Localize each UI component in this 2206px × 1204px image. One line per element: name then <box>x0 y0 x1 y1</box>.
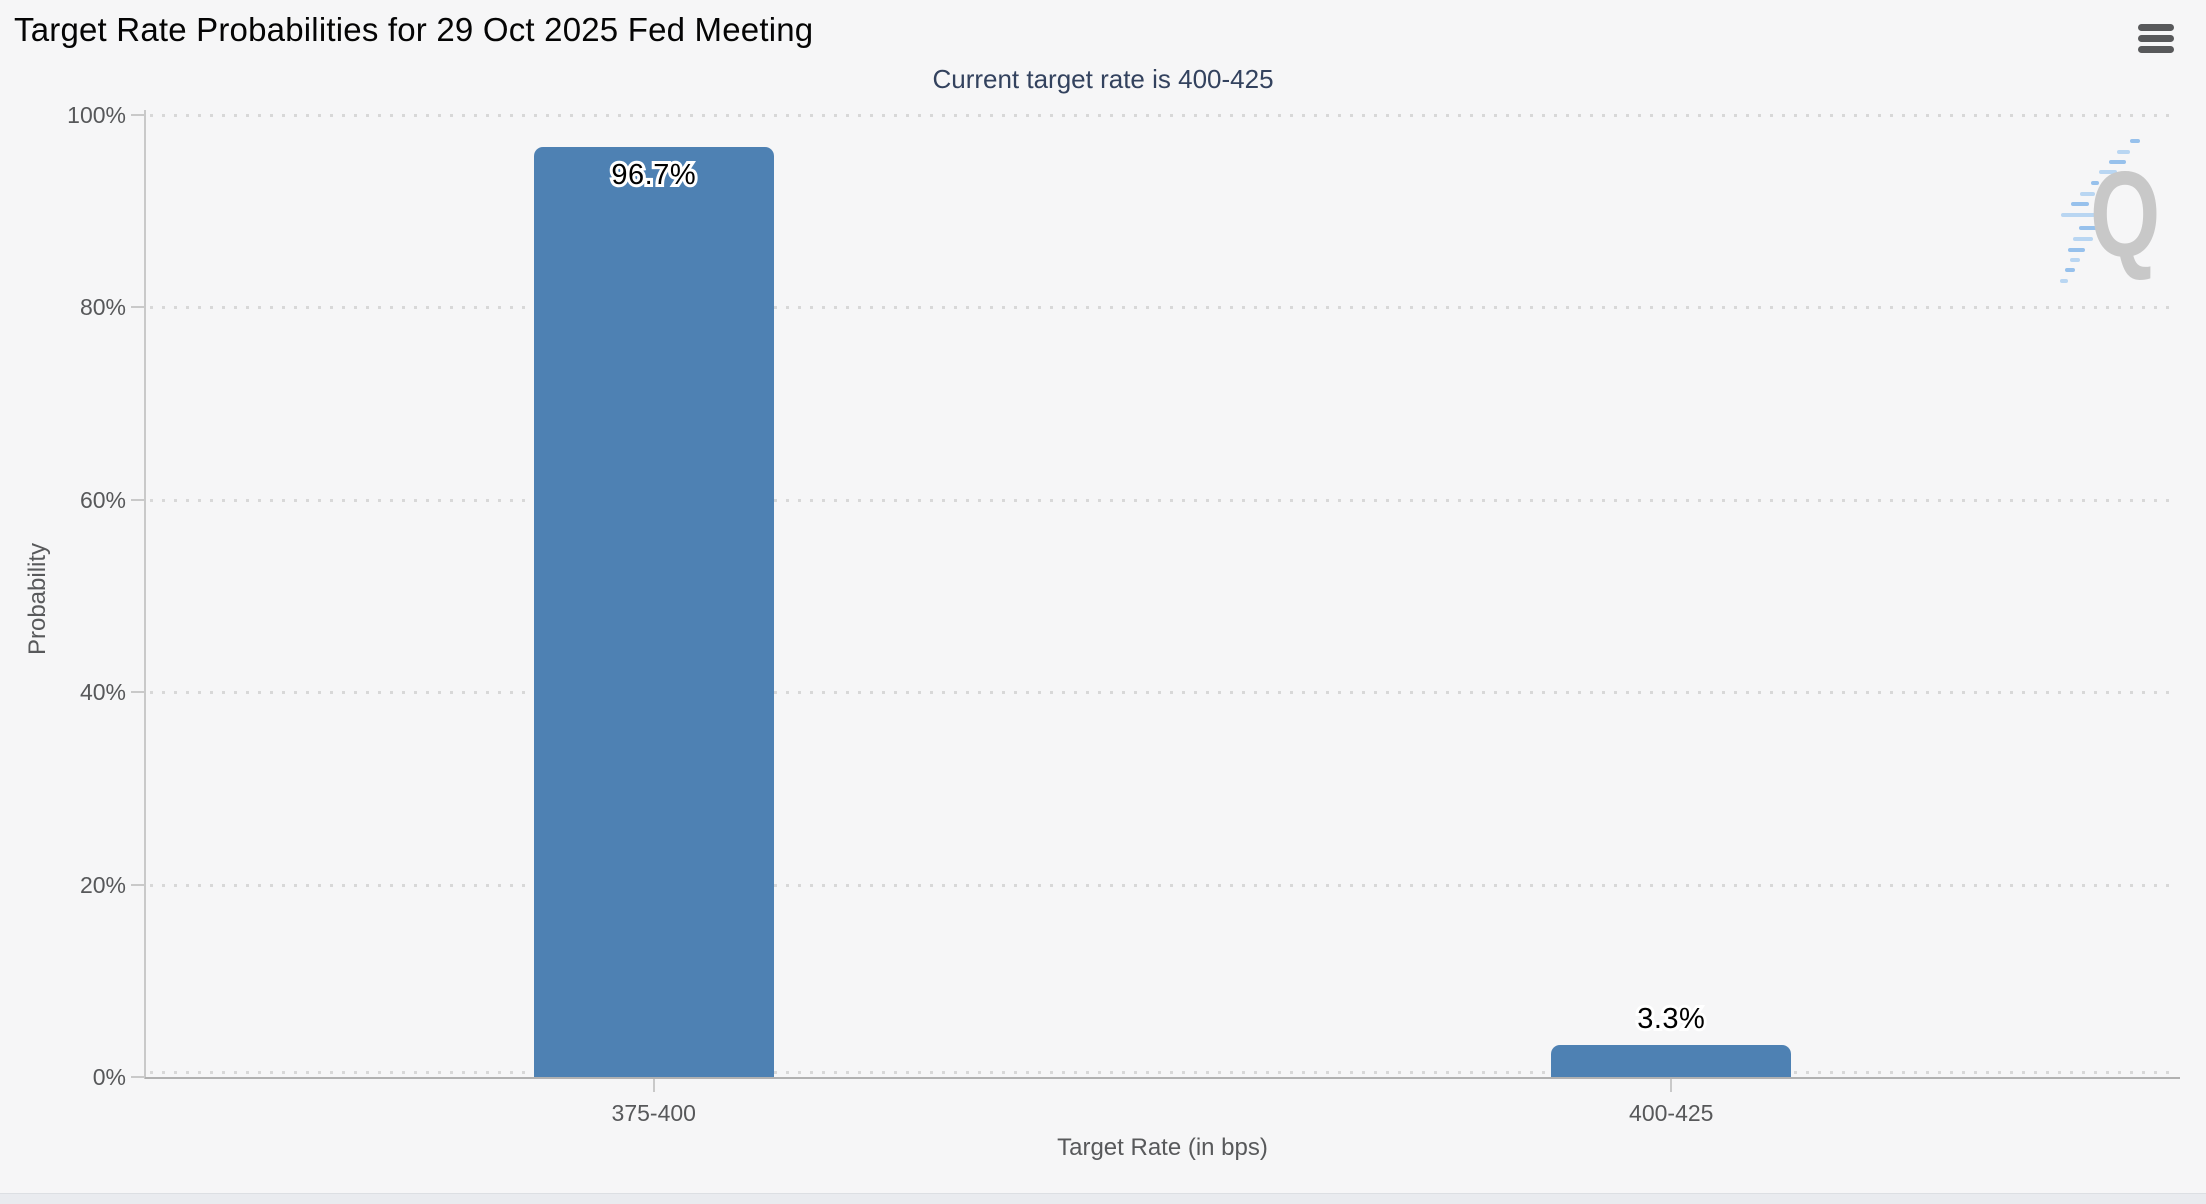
watermark-dash-icon <box>2073 237 2093 241</box>
gridline-60 <box>150 498 2178 502</box>
x-tick-label: 400-425 <box>1629 1100 1714 1126</box>
gridline-40 <box>150 691 2178 695</box>
gridline-0 <box>150 1071 2178 1074</box>
gridline-100 <box>150 114 2178 117</box>
x-axis-baseline <box>145 1077 2180 1079</box>
hamburger-bar <box>2138 45 2174 53</box>
y-tick-mark <box>131 883 145 886</box>
chart-title: Target Rate Probabilities for 29 Oct 202… <box>14 11 814 48</box>
x-tick-label: 375-400 <box>611 1100 696 1126</box>
watermark-dash-icon <box>2071 202 2089 206</box>
y-tick-mark <box>131 691 145 694</box>
x-tick-mark <box>1670 1079 1673 1092</box>
bar-400-425[interactable] <box>1551 1045 1792 1077</box>
y-tick-label: 60% <box>79 486 126 513</box>
y-tick-mark <box>131 1076 145 1078</box>
watermark-dash-icon <box>2091 181 2099 185</box>
watermark-dash-icon <box>2061 213 2098 217</box>
y-axis-line <box>144 110 146 1079</box>
hamburger-bar <box>2138 34 2174 42</box>
y-tick-mark <box>131 498 145 501</box>
y-tick-label: 40% <box>79 679 126 706</box>
gridline-20 <box>150 883 2178 887</box>
x-tick-mark <box>652 1079 655 1092</box>
gridline-80 <box>150 306 2178 310</box>
watermark-dash-icon <box>2065 268 2075 272</box>
x-axis-title: Target Rate (in bps) <box>1057 1134 1268 1161</box>
y-axis-title: Probability <box>24 542 51 656</box>
quikstrike-q-watermark: Q <box>2090 146 2161 282</box>
hamburger-menu-icon[interactable] <box>2134 18 2178 58</box>
bar-value-label: 96.7% <box>608 156 698 194</box>
watermark-dash-icon <box>2079 226 2099 230</box>
y-tick-label: 80% <box>79 294 126 321</box>
bar-375-400[interactable] <box>533 146 774 1077</box>
watermark-dash-icon <box>2117 150 2130 154</box>
watermark-dash-icon <box>2068 248 2085 252</box>
watermark-dash-icon <box>2109 160 2126 164</box>
watermark-dash-icon <box>2060 279 2068 283</box>
watermark-dash-icon <box>2099 170 2117 174</box>
y-tick-mark <box>131 114 145 116</box>
watermark-dash-icon <box>2070 258 2080 262</box>
watermark-dash-icon <box>2080 192 2095 196</box>
watermark-dash-icon <box>2130 139 2140 143</box>
hamburger-bar <box>2138 23 2174 31</box>
footer-strip <box>0 1193 2206 1204</box>
y-tick-label: 20% <box>79 871 126 898</box>
y-tick-label: 100% <box>67 102 126 128</box>
y-tick-label: 0% <box>92 1064 126 1090</box>
chart-subtitle: Current target rate is 400-425 <box>932 64 1274 94</box>
bar-value-label: 3.3% <box>1634 1000 1708 1038</box>
y-tick-mark <box>131 306 145 309</box>
